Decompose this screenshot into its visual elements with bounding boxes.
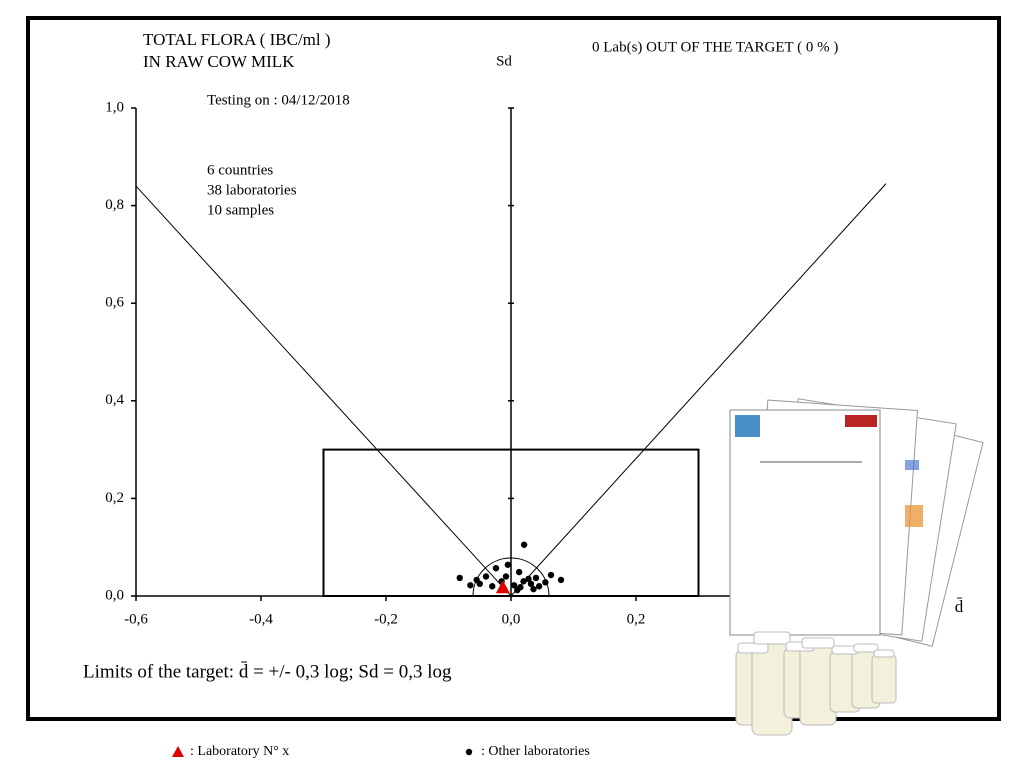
x-tick-label: -0,2 <box>374 611 398 627</box>
lab-point <box>504 561 512 568</box>
footer: Limits of the target: d̄ = +/- 0,3 log; … <box>83 661 452 682</box>
lab-point <box>456 574 463 582</box>
legend-label: : Laboratory N° x <box>190 744 289 759</box>
y-tick-label: 0,4 <box>105 392 124 408</box>
chart-title: TOTAL FLORA ( IBC/ml ) <box>143 30 331 49</box>
lab-point <box>489 583 496 590</box>
lab-point <box>492 564 500 572</box>
lab-point <box>542 579 549 586</box>
status: 0 Lab(s) OUT OF THE TARGET ( 0 % ) <box>592 39 838 55</box>
lab-point <box>520 578 527 585</box>
illustration <box>729 398 984 736</box>
y-tick-label: 0,6 <box>105 295 124 311</box>
plot: 0,0 0,2 0,4 0,6 0,8 1,0 -0,6 -0,4 -0,2 0,0 0,2 <box>105 99 887 627</box>
lab-point <box>520 541 528 548</box>
x-tick-label: -0,6 <box>124 611 148 627</box>
x-tick-label: 0,2 <box>627 611 646 627</box>
y-tick-label: 0,8 <box>105 197 124 213</box>
y-tick-label: 0,2 <box>105 490 124 506</box>
legend: : Laboratory N° x : Other laboratories <box>172 744 590 759</box>
info: 38 laboratories <box>207 182 297 198</box>
x-tick-label: 0,0 <box>502 611 521 627</box>
cone-line <box>510 183 887 597</box>
testing-date: Testing on : 04/12/2018 <box>207 92 350 108</box>
lab-point <box>530 585 537 593</box>
lab-point <box>482 573 490 580</box>
lab-point <box>502 573 510 580</box>
cone-line <box>135 185 512 597</box>
lab-point <box>557 576 565 584</box>
y-tick-label: 1,0 <box>105 99 124 115</box>
legend-marker <box>465 748 473 756</box>
lab-point <box>476 580 483 587</box>
lab-point <box>532 574 540 582</box>
lab-point <box>547 571 555 579</box>
info: 6 countries <box>207 162 273 178</box>
lab-point <box>535 583 543 590</box>
lab-point <box>527 580 535 587</box>
legend-marker <box>172 746 184 757</box>
lab-point <box>525 575 532 583</box>
y-tick-label: 0,0 <box>105 587 124 603</box>
lab-point <box>510 582 518 589</box>
info: 10 samples <box>207 202 274 218</box>
lab-point <box>517 584 524 591</box>
x-tick-label: -0,4 <box>249 611 273 627</box>
lab-point <box>467 582 474 589</box>
lab-point <box>515 568 523 576</box>
chart-title: IN RAW COW MILK <box>143 52 295 71</box>
x-axis-label: d̄ <box>955 597 964 616</box>
legend-label: : Other laboratories <box>481 744 590 759</box>
lab-point <box>495 580 510 594</box>
y-axis-label: Sd <box>496 53 512 69</box>
